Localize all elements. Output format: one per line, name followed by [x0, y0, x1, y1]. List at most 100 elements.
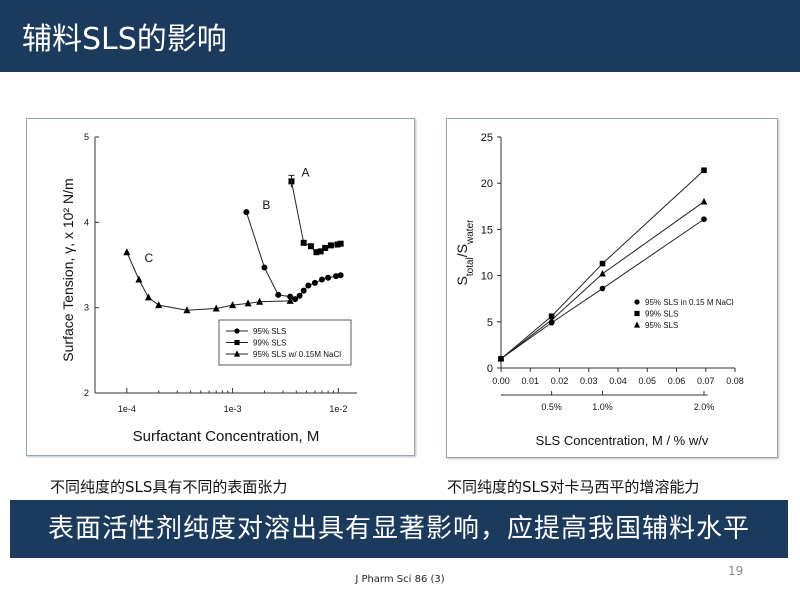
title-bar: 辅料SLS的影响: [0, 0, 800, 72]
legend-marker: [634, 299, 640, 305]
legend-label: 95% SLS in 0.15 M NaCl: [645, 298, 734, 307]
legend-label: 99% SLS: [253, 339, 286, 348]
y-tick-label: 15: [481, 224, 493, 236]
data-point: [144, 293, 152, 301]
data-point: [548, 316, 555, 323]
y-tick-label: 3: [84, 303, 89, 313]
series-tag-label: A: [301, 165, 309, 179]
series-line: [500, 218, 705, 360]
legend-label: 95% SLS: [645, 321, 678, 330]
x-tick-label: 0.05: [638, 376, 656, 386]
x-tick-label: 0.08: [726, 376, 744, 386]
caption-left: 不同纯度的SLS具有不同的表面张力: [50, 478, 288, 496]
y-tick-label: 4: [84, 217, 89, 227]
x-tick-label: 0.06: [668, 376, 686, 386]
x-tick-label: 0.02: [551, 376, 569, 386]
y-tick-label: 20: [481, 178, 493, 190]
y-axis-label: Stotal/Swater: [454, 219, 476, 286]
data-point: [701, 167, 707, 174]
data-point: [286, 296, 294, 304]
data-point: [313, 249, 320, 256]
data-point: [318, 276, 325, 283]
x-axis-label: SLS Concentration, M / % w/v: [536, 433, 709, 448]
data-point: [327, 242, 334, 249]
data-point: [305, 282, 312, 289]
solubility-chart: 0 5 10 15 20 25 0.00 0.01 0.02 0.03 0.04 0.05 0.06 0.…: [446, 118, 778, 458]
y-tick-label: 5: [487, 317, 493, 329]
data-point: [325, 274, 332, 281]
data-point: [296, 292, 303, 299]
y-axis-label: Surface Tension, γ, x 10² N/m: [60, 178, 76, 361]
data-point: [322, 244, 329, 251]
data-point: [317, 248, 324, 255]
data-point: [256, 297, 264, 305]
series-line: [500, 169, 705, 360]
x-tick-label: 0.00: [492, 376, 510, 386]
surface-tension-chart: 2 3 4 5 1e-4 1e-3 1e-2 Surfactant Concentration…: [26, 118, 415, 456]
legend-marker: [634, 310, 640, 317]
x-axis-label: Surfactant Concentration, M: [133, 428, 320, 445]
y-tick-label: 10: [481, 271, 493, 283]
conclusion-text: 表面活性剂纯度对溶出具有显著影响，应提高我国辅料水平: [47, 514, 750, 544]
series-tag-label: C: [145, 251, 154, 265]
conclusion-banner: 表面活性剂纯度对溶出具有显著影响，应提高我国辅料水平: [10, 500, 788, 558]
data-point: [333, 273, 340, 280]
legend-marker: [234, 339, 240, 346]
data-point: [287, 293, 294, 300]
data-point: [334, 241, 341, 248]
series-line: [126, 251, 291, 311]
x-tick-label: 1e-4: [118, 404, 136, 414]
data-point: [599, 260, 606, 267]
x-tick-label: 0.03: [580, 376, 598, 386]
x-tick-label: 0.07: [697, 376, 715, 386]
data-point: [135, 275, 143, 283]
data-point: [212, 304, 220, 312]
data-point: [292, 296, 299, 303]
data-point: [229, 301, 237, 309]
x-tick-label: 0.01: [521, 376, 539, 386]
solubility-plot: 0 5 10 15 20 25 0.00 0.01 0.02 0.03 0.04 0.05 0.06 0.…: [454, 132, 744, 448]
legend-label: 95% SLS w/ 0.15M NaCl: [253, 350, 341, 359]
legend-label: 99% SLS: [645, 310, 678, 319]
data-point: [337, 272, 344, 279]
series-line: [290, 181, 341, 253]
secondary-x-tick-label: 2.0%: [694, 402, 715, 412]
secondary-x-tick-label: 1.0%: [592, 402, 613, 412]
caption-right: 不同纯度的SLS对卡马西平的增溶能力: [447, 478, 700, 496]
data-point: [123, 248, 131, 256]
y-tick-label: 5: [84, 132, 89, 142]
x-tick-label: 1e-3: [224, 404, 242, 414]
data-point: [599, 285, 606, 292]
data-point: [261, 264, 268, 271]
data-point: [155, 301, 163, 309]
y-tick-label: 2: [84, 388, 89, 398]
page-number: 19: [728, 564, 744, 578]
y-tick-label: 25: [481, 132, 493, 144]
surface-tension-plot: 2 3 4 5 1e-4 1e-3 1e-2 Surfactant Concentration…: [60, 132, 357, 445]
secondary-x-tick-label: 0.5%: [541, 402, 562, 412]
data-point: [244, 299, 252, 307]
data-point: [701, 216, 707, 223]
data-point: [300, 287, 307, 294]
series-tag-label: B: [262, 198, 270, 212]
data-point: [183, 306, 191, 314]
series-line: [500, 201, 705, 360]
legend-marker: [234, 328, 240, 334]
data-point: [599, 269, 606, 277]
x-tick-label: 1e-2: [329, 404, 347, 414]
data-point: [337, 240, 344, 247]
data-point: [700, 197, 708, 205]
y-tick-label: 0: [487, 363, 493, 375]
data-point: [243, 209, 250, 216]
x-tick-label: 0.04: [609, 376, 627, 386]
data-point: [307, 243, 314, 250]
data-point: [300, 239, 307, 246]
legend-marker: [233, 350, 241, 357]
legend-marker: [633, 321, 641, 328]
data-point: [311, 279, 318, 286]
slide-title: 辅料SLS的影响: [22, 22, 227, 57]
legend-label: 95% SLS: [253, 327, 286, 336]
series-line: [245, 211, 341, 300]
data-point: [497, 354, 505, 362]
data-point: [275, 291, 282, 298]
